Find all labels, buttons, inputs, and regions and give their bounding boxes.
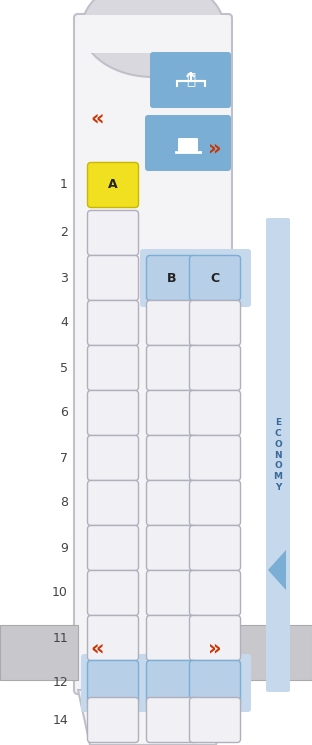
Text: 9: 9 bbox=[60, 542, 68, 554]
FancyBboxPatch shape bbox=[87, 661, 139, 706]
Polygon shape bbox=[228, 625, 312, 680]
FancyBboxPatch shape bbox=[189, 390, 241, 436]
FancyBboxPatch shape bbox=[147, 615, 197, 661]
FancyBboxPatch shape bbox=[140, 249, 251, 307]
FancyBboxPatch shape bbox=[189, 615, 241, 661]
Text: 14: 14 bbox=[52, 714, 68, 726]
Text: 5: 5 bbox=[60, 361, 68, 375]
Ellipse shape bbox=[82, 0, 224, 77]
FancyBboxPatch shape bbox=[87, 436, 139, 481]
Text: 10: 10 bbox=[52, 586, 68, 600]
FancyBboxPatch shape bbox=[145, 115, 231, 171]
FancyBboxPatch shape bbox=[147, 525, 197, 571]
Text: 4: 4 bbox=[60, 317, 68, 329]
Text: C: C bbox=[210, 271, 220, 285]
Text: 1: 1 bbox=[60, 179, 68, 191]
Text: B: B bbox=[167, 271, 177, 285]
FancyBboxPatch shape bbox=[87, 300, 139, 346]
FancyBboxPatch shape bbox=[87, 211, 139, 256]
FancyBboxPatch shape bbox=[189, 436, 241, 481]
FancyBboxPatch shape bbox=[87, 162, 139, 208]
Text: 11: 11 bbox=[52, 632, 68, 644]
FancyBboxPatch shape bbox=[87, 571, 139, 615]
Text: E
C
O
N
O
M
Y: E C O N O M Y bbox=[274, 418, 282, 492]
FancyBboxPatch shape bbox=[147, 697, 197, 743]
FancyBboxPatch shape bbox=[140, 654, 251, 712]
FancyBboxPatch shape bbox=[178, 138, 198, 152]
FancyBboxPatch shape bbox=[87, 525, 139, 571]
FancyBboxPatch shape bbox=[147, 661, 197, 706]
FancyBboxPatch shape bbox=[147, 571, 197, 615]
FancyBboxPatch shape bbox=[87, 256, 139, 300]
FancyBboxPatch shape bbox=[189, 346, 241, 390]
FancyBboxPatch shape bbox=[147, 481, 197, 525]
Text: 7: 7 bbox=[60, 451, 68, 464]
FancyBboxPatch shape bbox=[87, 697, 139, 743]
Text: 8: 8 bbox=[60, 496, 68, 510]
FancyBboxPatch shape bbox=[189, 300, 241, 346]
Text: ⧖: ⧖ bbox=[186, 72, 195, 87]
FancyBboxPatch shape bbox=[87, 346, 139, 390]
Polygon shape bbox=[268, 550, 286, 590]
FancyBboxPatch shape bbox=[189, 697, 241, 743]
Text: «: « bbox=[90, 108, 104, 128]
FancyBboxPatch shape bbox=[81, 654, 145, 712]
FancyBboxPatch shape bbox=[266, 218, 290, 692]
Text: 3: 3 bbox=[60, 271, 68, 285]
Text: 6: 6 bbox=[60, 407, 68, 419]
FancyBboxPatch shape bbox=[150, 52, 231, 108]
FancyBboxPatch shape bbox=[189, 571, 241, 615]
FancyBboxPatch shape bbox=[87, 481, 139, 525]
FancyBboxPatch shape bbox=[87, 615, 139, 661]
Text: »: » bbox=[208, 638, 222, 658]
Polygon shape bbox=[78, 690, 228, 745]
Text: 2: 2 bbox=[60, 226, 68, 239]
Text: »: » bbox=[208, 138, 222, 158]
FancyBboxPatch shape bbox=[87, 390, 139, 436]
FancyBboxPatch shape bbox=[147, 256, 197, 300]
FancyBboxPatch shape bbox=[189, 661, 241, 706]
FancyBboxPatch shape bbox=[147, 436, 197, 481]
Text: «: « bbox=[90, 638, 104, 658]
Polygon shape bbox=[0, 625, 78, 680]
FancyBboxPatch shape bbox=[189, 525, 241, 571]
FancyBboxPatch shape bbox=[189, 481, 241, 525]
FancyBboxPatch shape bbox=[147, 300, 197, 346]
FancyBboxPatch shape bbox=[80, 15, 226, 53]
Text: A: A bbox=[108, 179, 118, 191]
FancyBboxPatch shape bbox=[74, 14, 232, 694]
FancyBboxPatch shape bbox=[147, 346, 197, 390]
FancyBboxPatch shape bbox=[147, 390, 197, 436]
FancyBboxPatch shape bbox=[189, 256, 241, 300]
Text: 12: 12 bbox=[52, 676, 68, 690]
